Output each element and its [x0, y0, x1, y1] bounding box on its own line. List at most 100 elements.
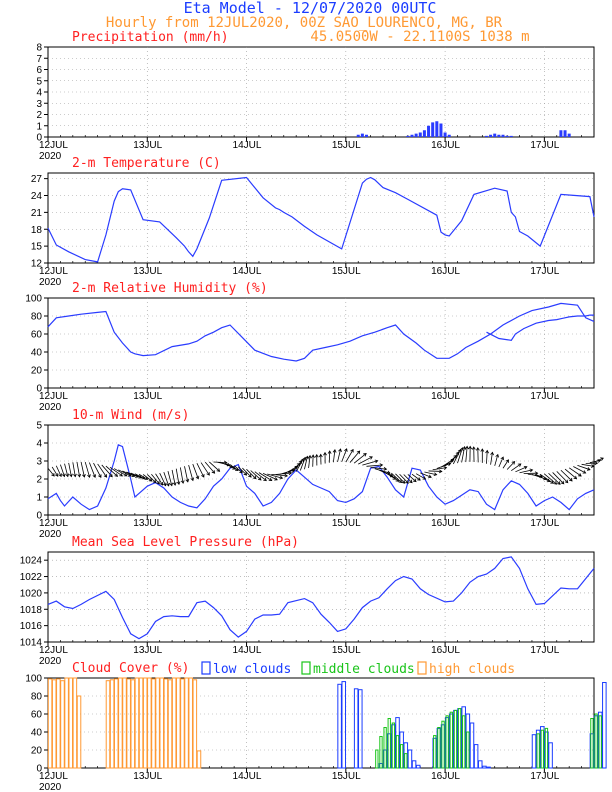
wind-arrow-head [169, 482, 174, 487]
high-cloud-bar [192, 679, 198, 769]
wind-arrow-head [412, 478, 417, 483]
temp-ytick-label: 12 [31, 259, 43, 270]
mslp-ytick-label: 1016 [20, 621, 43, 632]
wind-arrow [229, 464, 239, 471]
precip-bar [365, 134, 368, 137]
mslp-xtick-label: 14JUL [233, 645, 262, 656]
wind-arrow [262, 473, 278, 481]
wind-arrow-head [557, 481, 561, 485]
wind-arrow [411, 473, 421, 481]
wind-xtick-label: 15JUL [332, 518, 361, 529]
wind-arrow [291, 460, 302, 473]
wind-arrow-head [383, 467, 388, 471]
wind-arrow [420, 472, 432, 478]
wind-arrow-head [564, 479, 569, 484]
wind-arrow-head [109, 473, 113, 478]
wind-arrow [333, 449, 336, 463]
wind-arrow [80, 461, 85, 478]
wind-arrow-head [401, 480, 406, 484]
wind-arrow [486, 450, 488, 464]
low-cloud-bar [548, 742, 553, 769]
wind-arrow-head [284, 473, 289, 478]
low-cloud-bar [415, 764, 421, 769]
wind-arrow [577, 464, 591, 471]
wind-arrow [88, 462, 96, 478]
wind-arrow-head [582, 470, 587, 474]
wind-arrow [51, 466, 59, 477]
wind-arrow-head [92, 474, 97, 479]
wind-arrow-head [248, 474, 252, 478]
wind-arrow [552, 472, 565, 485]
mslp-ytick-label: 1020 [20, 588, 43, 599]
precip-xtick-label: 17JUL [530, 140, 559, 151]
wind-arrow [457, 447, 463, 464]
middle-cloud-bar [449, 711, 453, 769]
wind-ytick-label: 0 [36, 511, 42, 522]
wind-ytick-label: 4 [36, 439, 42, 450]
wind-arrow [151, 473, 160, 485]
wind-arrow-head [374, 459, 379, 464]
wind-panel-title: 10-m Wind (m/s) [72, 408, 189, 423]
precip-bar [443, 132, 447, 137]
middle-cloud-bar [395, 735, 400, 769]
rh-ytick-label: 100 [25, 294, 42, 305]
temp-frame [47, 172, 595, 264]
cloud-xtick-label: 15JUL [332, 771, 361, 782]
wind-arrow-head [318, 453, 323, 458]
wind-arrow [506, 461, 515, 470]
high-cloud-bar [176, 677, 181, 769]
rh-panel-title: 2-m Relative Humidity (%) [72, 281, 268, 296]
wind-arrow-head [465, 445, 469, 450]
precip-panel-title: Precipitation (mm/h) [72, 30, 229, 45]
low-cloud-bar [407, 749, 413, 769]
wind-arrow [118, 469, 132, 477]
wind-arrow-head [344, 448, 348, 452]
high-cloud-bar [105, 680, 111, 769]
wind-arrow-head [459, 447, 464, 451]
wind-arrow-head [206, 472, 210, 476]
high-cloud-bar [196, 750, 202, 769]
temp-ytick-label: 18 [31, 225, 43, 236]
high-cloud-bar [151, 678, 156, 769]
mslp-frame [47, 551, 595, 643]
wind-arrow [544, 473, 557, 485]
high-cloud-bar [147, 677, 152, 769]
middle-cloud-bar [536, 733, 540, 769]
wind-arrow [540, 473, 554, 484]
cloud-xtick-label: 13JUL [133, 771, 162, 782]
wind-arrow [134, 473, 145, 479]
precip-bar [427, 125, 431, 137]
temp-ytick-label: 24 [31, 191, 43, 202]
wind-arrow-head [468, 445, 473, 450]
temp-xtick-label: 16JUL [431, 266, 460, 277]
wind-arrow-head [529, 468, 534, 473]
precip-ytick-label: 0 [36, 133, 42, 144]
wind-arrow-head [58, 473, 62, 478]
middle-cloud-bar [437, 727, 441, 769]
wind-arrow-head [201, 473, 205, 478]
wind-arrow [448, 452, 459, 466]
wind-arrow-head [398, 479, 403, 484]
wind-arrow [196, 463, 205, 478]
wind-arrow-head [480, 448, 485, 452]
wind-xtick-label: 16JUL [431, 518, 460, 529]
middle-cloud-bar [433, 735, 437, 769]
wind-arrow [465, 446, 468, 463]
low-cloud-bar [531, 734, 537, 769]
wind-arrow-head [61, 473, 66, 478]
wind-arrow-head [252, 475, 257, 480]
low-cloud-bar [473, 744, 479, 769]
wind-arrow-head [98, 474, 102, 478]
wind-arrow-head [51, 473, 55, 477]
legend-high-label: high clouds [429, 662, 515, 677]
wind-arrow [225, 463, 236, 470]
precip-ytick-label: 1 [36, 121, 42, 132]
wind-arrow [515, 466, 528, 473]
rh-year-label: 2020 [39, 402, 62, 413]
wind-arrow [490, 452, 493, 465]
wind-arrow [175, 468, 180, 485]
wind-arrow [308, 455, 311, 469]
wind-arrow [386, 471, 399, 482]
precip-bar [497, 134, 501, 137]
high-cloud-bar [47, 678, 53, 769]
